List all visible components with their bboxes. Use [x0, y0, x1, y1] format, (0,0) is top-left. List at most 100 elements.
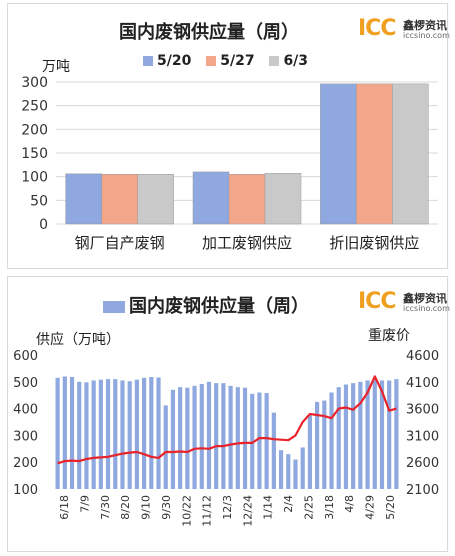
supply-bar-0	[55, 377, 60, 489]
y-tick-label: 250	[21, 99, 48, 115]
bar-5-20-1	[192, 171, 230, 225]
bar-5-27-1	[228, 174, 266, 225]
supply-bar-32	[286, 454, 291, 489]
x-tick-label: 10/22	[180, 495, 193, 527]
left-tick-label: 500	[13, 376, 38, 391]
supply-bar-3	[77, 381, 82, 489]
supply-bar-47	[394, 379, 399, 489]
supply-bar-28	[257, 392, 262, 489]
x-tick-label: 8/20	[119, 495, 132, 520]
supply-bar-15	[163, 405, 168, 489]
x-tick-label: 钢厂自产废钢	[75, 234, 165, 252]
left-tick-label: 600	[13, 349, 38, 364]
supply-bar-36	[315, 401, 320, 489]
y-tick-label: 150	[21, 146, 48, 162]
supply-bar-6	[98, 379, 103, 489]
supply-bar-46	[387, 380, 392, 489]
x-tick-label: 折旧废钢供应	[329, 234, 419, 252]
chart-legend: 国内废钢供应量（周）	[103, 292, 309, 318]
supply-bar-24	[228, 385, 233, 489]
supply-bar-14	[156, 377, 161, 489]
supply-bar-8	[113, 379, 118, 489]
supply-bar-34	[300, 447, 305, 489]
x-tick-label: 9/30	[160, 495, 173, 520]
right-tick-label: 4100	[406, 376, 439, 391]
y-axis-unit-label: 万吨	[42, 59, 70, 75]
x-tick-label: 1/14	[262, 495, 275, 520]
supply-bar-4	[84, 382, 89, 489]
x-tick-label: 12/24	[241, 495, 254, 527]
supply-bar-45	[379, 380, 385, 489]
x-tick-label: 12/3	[221, 495, 234, 520]
supply-bar-27	[250, 393, 255, 489]
bar-6-3-1	[264, 173, 302, 225]
left-axis-title: 供应（万吨）	[36, 332, 120, 348]
bar-6-3-0	[137, 174, 174, 225]
supply-bar-30	[271, 412, 276, 489]
right-axis-title: 重废价	[368, 328, 410, 344]
x-tick-label: 11/12	[201, 495, 214, 527]
legend-item-5-20: 5/20	[143, 53, 191, 69]
supply-bar-13	[149, 376, 154, 489]
supply-bar-41	[351, 383, 356, 489]
chart-title: 国内废钢供应量（周）	[119, 22, 299, 43]
x-tick-label: 5/20	[384, 495, 397, 520]
x-tick-label: 7/30	[99, 495, 112, 520]
supply-bar-12	[142, 377, 147, 489]
x-tick-label: 2/4	[282, 495, 295, 513]
supply-bar-18	[185, 387, 190, 489]
supply-bar-9	[120, 380, 125, 489]
supply-bar-19	[192, 385, 197, 489]
left-tick-label: 400	[13, 403, 38, 418]
chart-panel-weekly-comparison: 国内废钢供应量（周） ICC 鑫椤资讯 iccsino.com 万吨 5/20 …	[7, 3, 450, 269]
right-tick-label: 3600	[406, 403, 439, 418]
supply-bar-21	[206, 381, 212, 489]
bar-5-27-2	[356, 83, 393, 225]
legend-item-6-3: 6/3	[269, 53, 308, 69]
supply-bar-1	[62, 376, 67, 489]
supply-bar-11	[134, 379, 139, 489]
x-tick-label: 4/29	[364, 495, 377, 520]
bar-chart-weekly-supply: 0 50 100 150 200 250 300 钢厂自产废钢 加工废钢供应 折旧废钢供应	[21, 75, 438, 252]
y-tick-label: 0	[39, 217, 48, 233]
supply-bar-7	[105, 379, 111, 489]
supply-bar-2	[69, 376, 75, 489]
supply-bar-42	[358, 381, 363, 489]
bar-5-20-0	[65, 173, 102, 225]
supply-bar-37	[322, 400, 327, 489]
supply-bar-31	[278, 450, 284, 489]
legend-item-supply: 国内废钢供应量（周）	[129, 296, 309, 317]
supply-bar-29	[264, 393, 269, 489]
chart-panel-supply-trend: 国内废钢供应量（周） ICC 鑫椤资讯 iccsino.com 供应（万吨） 重…	[7, 276, 450, 552]
supply-bar-43	[365, 380, 370, 489]
bar-line-chart-supply-price: 100 200 300 400 500 600 2100 2600 3100 3600 4100 46…	[13, 349, 439, 527]
supply-bar-10	[127, 381, 132, 489]
supply-bar-26	[242, 387, 248, 489]
supply-bar-22	[214, 383, 219, 489]
supply-bar-23	[221, 383, 226, 489]
bar-6-3-2	[392, 83, 429, 225]
x-tick-label: 3/18	[323, 495, 336, 520]
icc-logo: ICC 鑫椤资讯 iccsino.com	[358, 289, 450, 314]
supply-bar-25	[235, 387, 240, 489]
price-line	[57, 375, 397, 465]
supply-bar-39	[336, 387, 341, 489]
supply-bar-16	[170, 389, 176, 489]
x-tick-label: 加工废钢供应	[202, 234, 292, 252]
right-tick-label: 2100	[406, 483, 439, 498]
supply-bar-38	[329, 392, 334, 489]
supply-bar-44	[372, 379, 377, 489]
supply-bar-35	[307, 415, 312, 489]
supply-bar-20	[199, 383, 204, 489]
left-tick-label: 100	[13, 483, 38, 498]
x-tick-label: 7/9	[79, 495, 92, 513]
y-tick-label: 100	[21, 170, 48, 186]
x-tick-label: 2/25	[302, 495, 315, 520]
supply-bar-5	[91, 380, 96, 489]
legend-item-5-27: 5/27	[206, 53, 255, 69]
supply-bar-40	[343, 384, 349, 489]
supply-bar-17	[178, 387, 183, 489]
right-tick-label: 4600	[406, 349, 439, 364]
right-tick-label: 2600	[406, 456, 439, 471]
y-tick-label: 50	[30, 193, 48, 209]
